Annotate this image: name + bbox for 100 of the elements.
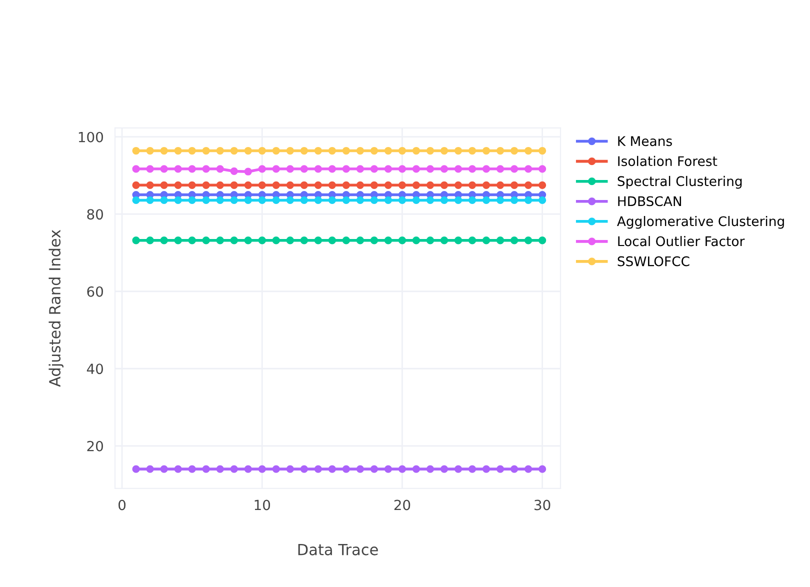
point bbox=[356, 181, 364, 189]
point bbox=[314, 196, 322, 204]
point bbox=[160, 196, 168, 204]
point bbox=[468, 165, 476, 173]
point bbox=[426, 181, 434, 189]
point bbox=[524, 181, 532, 189]
point bbox=[454, 236, 462, 244]
point bbox=[132, 181, 140, 189]
point bbox=[356, 465, 364, 473]
point bbox=[328, 196, 336, 204]
point bbox=[384, 196, 392, 204]
x-axis-title: Data Trace bbox=[298, 544, 378, 556]
point bbox=[286, 165, 294, 173]
point bbox=[468, 196, 476, 204]
point bbox=[370, 165, 378, 173]
point bbox=[412, 236, 420, 244]
point bbox=[160, 165, 168, 173]
point bbox=[216, 165, 224, 173]
point bbox=[244, 146, 252, 155]
point bbox=[132, 465, 140, 473]
point bbox=[174, 165, 182, 173]
point bbox=[538, 181, 546, 189]
point bbox=[202, 236, 210, 244]
point bbox=[174, 465, 182, 473]
point bbox=[286, 196, 294, 204]
point bbox=[258, 236, 266, 244]
point bbox=[454, 181, 462, 189]
point bbox=[244, 465, 252, 473]
point bbox=[440, 236, 448, 244]
point bbox=[300, 236, 308, 244]
y-tick-label: 80 bbox=[87, 209, 103, 220]
point bbox=[160, 146, 168, 155]
legend-label: K Means bbox=[618, 136, 672, 146]
point bbox=[454, 465, 462, 473]
point bbox=[454, 196, 462, 204]
point bbox=[202, 181, 210, 189]
point bbox=[216, 181, 224, 189]
point bbox=[538, 196, 546, 204]
point bbox=[468, 236, 476, 244]
point bbox=[370, 236, 378, 244]
point bbox=[370, 146, 378, 155]
x-tick-label: 0 bbox=[118, 500, 126, 510]
point bbox=[356, 236, 364, 244]
point bbox=[174, 196, 182, 204]
point bbox=[426, 165, 434, 173]
point bbox=[328, 236, 336, 244]
point bbox=[146, 146, 154, 155]
point bbox=[496, 146, 504, 155]
point bbox=[412, 165, 420, 173]
x-tick-label: 10 bbox=[254, 500, 270, 510]
y-tick-label: 40 bbox=[86, 364, 103, 374]
point bbox=[244, 236, 252, 244]
point bbox=[146, 181, 154, 189]
point bbox=[216, 236, 224, 244]
y-axis-title: Adjusted Rand Index bbox=[48, 230, 64, 387]
point bbox=[524, 236, 532, 244]
point bbox=[398, 146, 406, 155]
point bbox=[272, 196, 280, 204]
point bbox=[510, 465, 518, 473]
point bbox=[328, 165, 336, 173]
point bbox=[328, 146, 336, 155]
point bbox=[524, 146, 532, 155]
point bbox=[398, 465, 406, 473]
point bbox=[412, 465, 420, 473]
point bbox=[398, 236, 406, 244]
point bbox=[412, 146, 420, 155]
point bbox=[300, 146, 308, 155]
point bbox=[496, 465, 504, 473]
point bbox=[188, 236, 196, 244]
point bbox=[230, 181, 238, 189]
point bbox=[230, 196, 238, 204]
point bbox=[300, 196, 308, 204]
legend-label: Agglomerative Clustering bbox=[617, 216, 784, 229]
point bbox=[314, 465, 322, 473]
point bbox=[272, 146, 280, 155]
point bbox=[286, 146, 294, 155]
point bbox=[314, 236, 322, 244]
point bbox=[286, 236, 294, 244]
point bbox=[524, 196, 532, 204]
point bbox=[146, 165, 154, 173]
point bbox=[482, 165, 490, 173]
point bbox=[510, 196, 518, 204]
point bbox=[356, 196, 364, 204]
point bbox=[244, 181, 252, 189]
point bbox=[342, 196, 350, 204]
point bbox=[216, 146, 224, 155]
point bbox=[496, 236, 504, 244]
point bbox=[524, 465, 532, 473]
point bbox=[370, 181, 378, 189]
legend-label: SSWLOFCC bbox=[618, 256, 690, 266]
point bbox=[272, 236, 280, 244]
point bbox=[426, 236, 434, 244]
point bbox=[160, 465, 168, 473]
point bbox=[454, 146, 462, 155]
point bbox=[258, 196, 266, 204]
x-tick-label: 20 bbox=[394, 500, 410, 510]
point bbox=[244, 196, 252, 204]
point bbox=[174, 236, 182, 244]
point bbox=[510, 181, 518, 189]
point bbox=[202, 165, 210, 173]
